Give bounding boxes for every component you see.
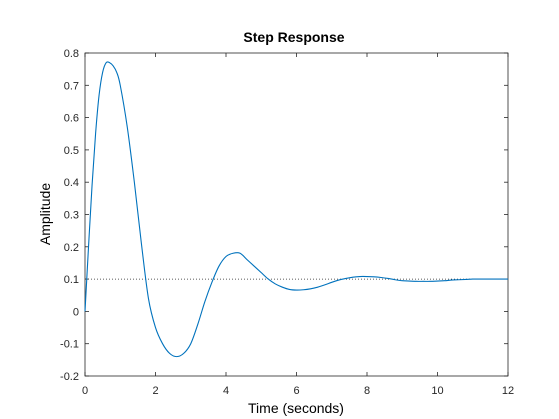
y-tick-label: 0.7	[64, 80, 79, 92]
x-tick-label: 8	[364, 385, 370, 397]
x-tick-label: 6	[293, 385, 299, 397]
x-tick-label: 0	[82, 385, 88, 397]
x-tick-label: 4	[223, 385, 229, 397]
y-tick-label: 0.5	[64, 145, 79, 157]
x-tick-label: 12	[502, 385, 514, 397]
y-tick-label: -0.1	[60, 339, 79, 351]
y-tick-label: 0.1	[64, 274, 79, 286]
x-tick-label: 10	[431, 385, 443, 397]
chart-title: Step Response	[243, 29, 344, 45]
y-tick-label: 0	[73, 306, 79, 318]
y-axis-label: Amplitude	[37, 183, 53, 245]
y-tick-label: 0.8	[64, 48, 79, 60]
x-axis-label: Time (seconds)	[248, 400, 344, 416]
y-tick-label: -0.2	[60, 371, 79, 383]
x-tick-label: 2	[152, 385, 158, 397]
y-tick-label: 0.3	[64, 210, 79, 222]
series-line	[84, 61, 508, 358]
y-tick-label: 0.4	[64, 177, 79, 189]
y-tick-label: 0.2	[64, 242, 79, 254]
y-tick-label: 0.6	[64, 113, 79, 125]
plot-area	[84, 52, 509, 377]
axis-tick-labels: 0 2 4 6 8 10 12 -0.2 -0.1 0 0.1 0.2 0.3 0.4 0.5 0.6 0.7 0…	[60, 48, 514, 397]
